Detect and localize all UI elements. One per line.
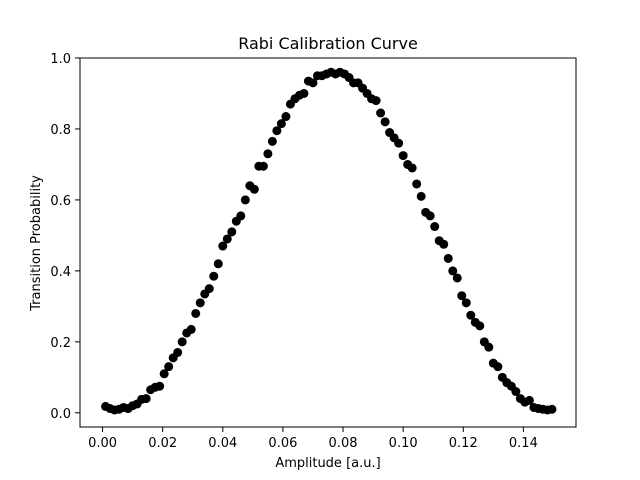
data-point [276, 119, 286, 129]
data-point [164, 362, 174, 372]
data-point [430, 222, 440, 232]
data-point [173, 347, 183, 357]
data-point [222, 234, 232, 244]
data-point [240, 195, 250, 205]
data-point [466, 310, 476, 320]
data-point [461, 298, 471, 308]
data-point [376, 108, 386, 118]
data-point [263, 149, 273, 159]
data-point [371, 96, 381, 106]
data-point [308, 78, 318, 88]
x-tick-label: 0.08 [329, 436, 358, 451]
x-tick-label: 0.14 [509, 436, 538, 451]
data-point [281, 112, 291, 122]
data-point [249, 184, 259, 194]
x-axis-ticks: 0.00 0.02 0.04 0.06 0.08 0.10 0.12 0.14 [88, 427, 538, 451]
data-point [159, 369, 169, 379]
x-tick-label: 0.02 [148, 436, 177, 451]
data-point [443, 253, 453, 263]
y-tick-label: 1.0 [50, 52, 71, 67]
data-point [209, 271, 219, 281]
x-tick-label: 0.06 [268, 436, 297, 451]
data-point [213, 259, 223, 269]
data-point [186, 324, 196, 334]
y-tick-label: 0.0 [50, 407, 71, 422]
y-axis-label: Transition Probability [29, 175, 44, 312]
data-point [258, 161, 268, 171]
data-point [236, 211, 246, 221]
y-tick-label: 0.8 [50, 123, 71, 138]
x-tick-label: 0.10 [389, 436, 418, 451]
y-tick-label: 0.6 [50, 194, 71, 209]
data-point [380, 117, 390, 127]
data-point [425, 211, 435, 221]
data-point [155, 381, 165, 391]
y-tick-label: 0.4 [50, 265, 71, 280]
plot-area-frame [79, 57, 577, 428]
data-point [218, 241, 228, 251]
data-point [475, 321, 485, 331]
data-point [267, 136, 277, 146]
data-point [177, 337, 187, 347]
data-point [227, 227, 237, 237]
data-point [452, 273, 462, 283]
x-axis-label: Amplitude [a.u.] [275, 456, 380, 471]
data-point [398, 151, 408, 161]
data-point [272, 126, 282, 136]
data-point [547, 404, 557, 414]
data-point [412, 179, 422, 189]
data-point [407, 163, 417, 173]
x-tick-label: 0.00 [88, 436, 117, 451]
data-point [299, 88, 309, 98]
data-point [484, 342, 494, 352]
data-point [457, 291, 467, 301]
data-points [101, 67, 557, 415]
y-axis-ticks: 0.0 0.2 0.4 0.6 0.8 1.0 [50, 52, 80, 422]
data-point [448, 266, 458, 276]
data-point [204, 284, 214, 294]
data-point [191, 308, 201, 318]
data-point [394, 138, 404, 148]
chart-title: Rabi Calibration Curve [238, 34, 418, 53]
y-tick-label: 0.2 [50, 336, 71, 351]
data-point [524, 395, 534, 405]
data-point [493, 362, 503, 372]
data-point [416, 191, 426, 201]
data-point [439, 239, 449, 249]
data-point [141, 394, 151, 404]
data-point [511, 387, 521, 397]
data-point [195, 298, 205, 308]
x-tick-label: 0.12 [449, 436, 478, 451]
x-tick-label: 0.04 [208, 436, 237, 451]
